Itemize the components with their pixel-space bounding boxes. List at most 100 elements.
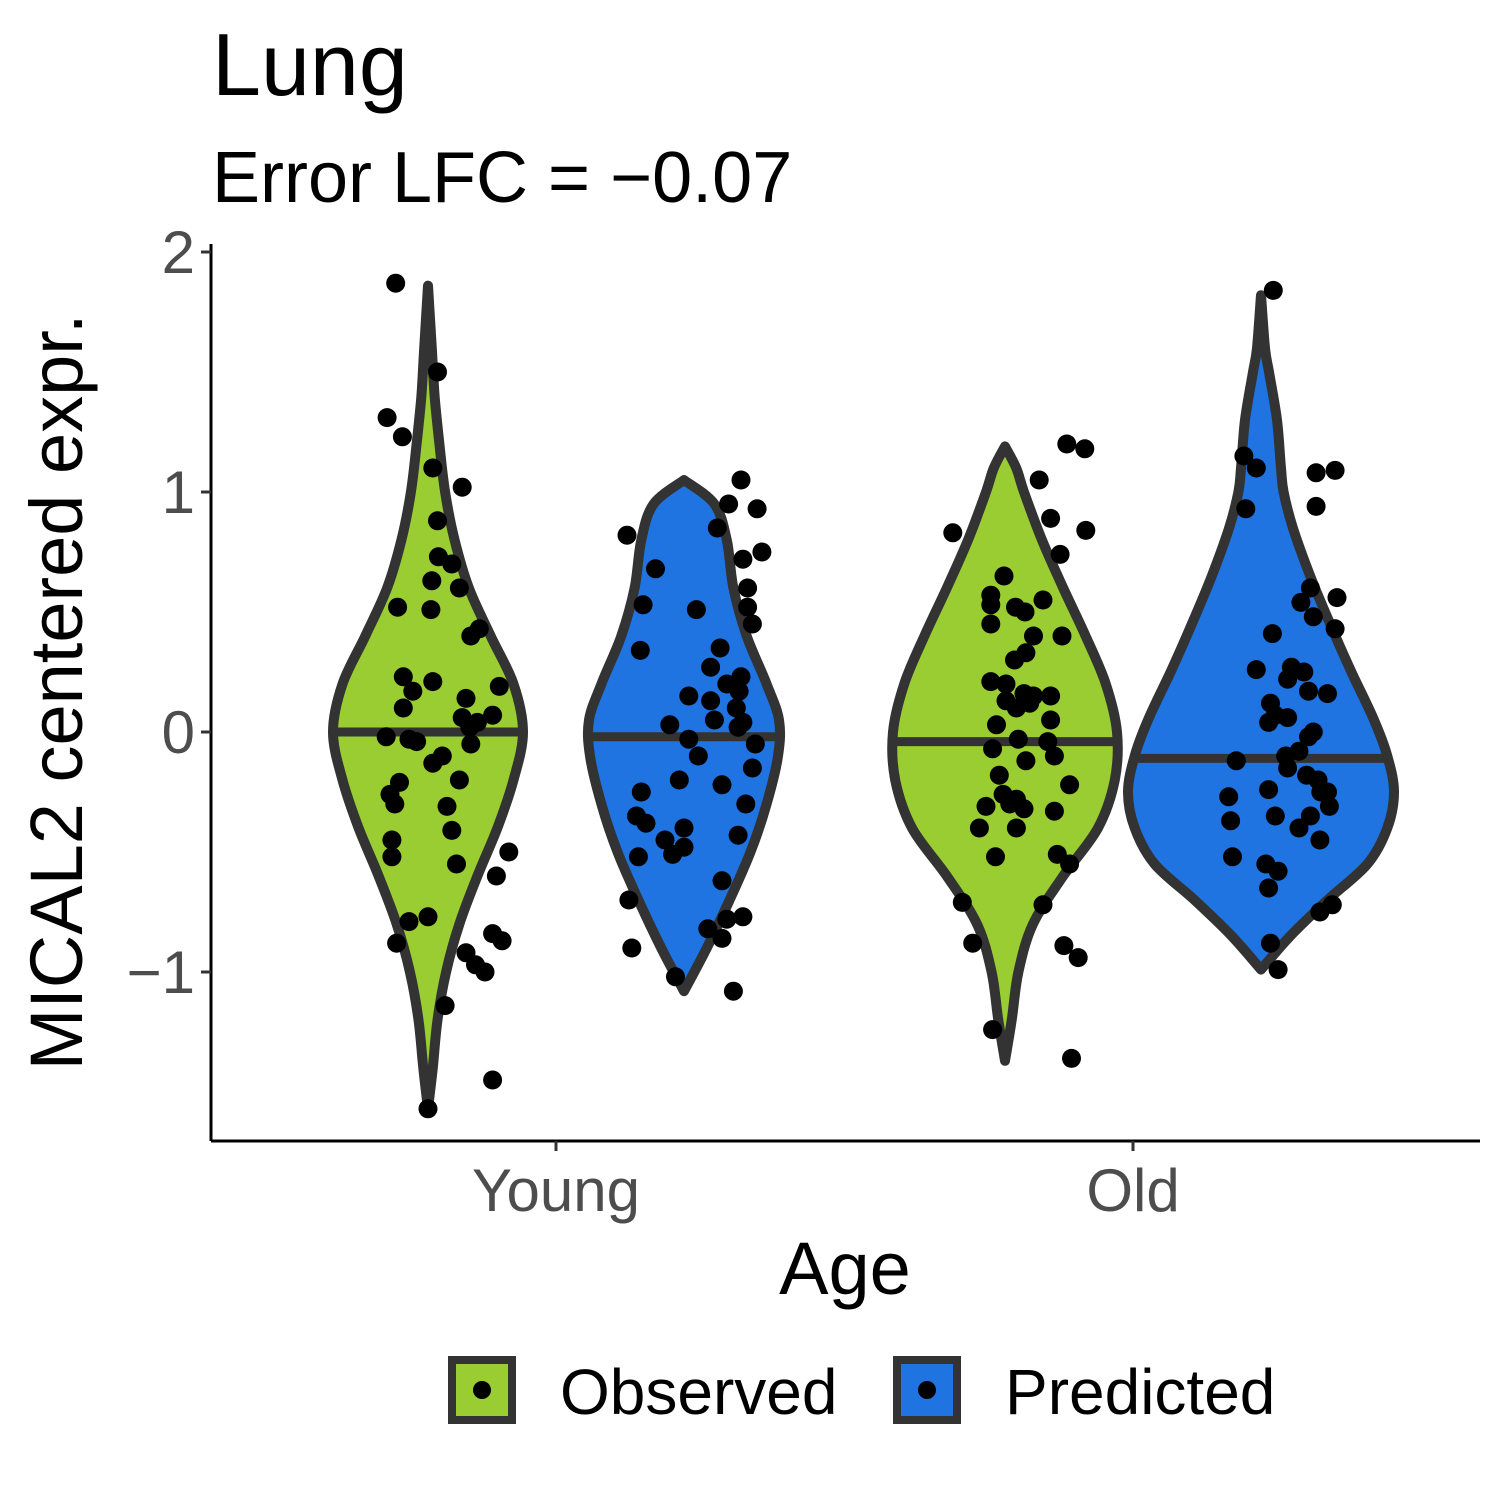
legend-key-point	[473, 1381, 491, 1399]
data-point	[989, 765, 1009, 785]
legend-label-predicted: Predicted	[1005, 1356, 1275, 1428]
data-point	[1306, 496, 1326, 516]
data-point	[963, 933, 983, 953]
data-point	[1075, 439, 1095, 459]
data-point	[407, 732, 427, 752]
data-point	[1044, 801, 1064, 821]
data-point	[1062, 1048, 1081, 1068]
data-point	[1008, 729, 1028, 749]
data-point	[619, 890, 639, 910]
data-point	[1278, 669, 1298, 689]
data-point	[1038, 732, 1058, 752]
data-point	[1041, 710, 1061, 730]
data-point	[710, 638, 730, 658]
data-point	[712, 928, 732, 948]
data-point	[688, 746, 708, 766]
data-point	[399, 912, 419, 932]
violin-observed-young	[328, 280, 528, 1114]
data-point	[952, 892, 972, 912]
data-point	[701, 691, 721, 711]
data-point	[1325, 619, 1345, 639]
chart-subtitle: Error LFC = −0.07	[212, 138, 792, 218]
data-point	[1268, 861, 1288, 881]
data-point	[628, 847, 648, 867]
data-point	[392, 427, 412, 447]
data-point	[1325, 460, 1345, 480]
y-tick-label: −1	[127, 939, 195, 1006]
data-point	[1029, 470, 1049, 490]
data-point	[719, 494, 739, 514]
data-point	[1259, 878, 1279, 898]
violin-observed-old	[887, 441, 1123, 1066]
data-point	[1278, 758, 1298, 778]
data-point	[492, 931, 512, 951]
data-point	[712, 871, 732, 891]
data-point	[1289, 818, 1309, 838]
data-point	[449, 578, 469, 598]
data-point	[704, 710, 724, 730]
data-point	[986, 847, 1005, 867]
data-point	[483, 705, 503, 725]
data-point	[393, 667, 413, 687]
data-point	[663, 844, 683, 864]
data-point	[1054, 936, 1074, 956]
y-tick-label: 2	[162, 219, 195, 286]
data-point	[646, 559, 665, 579]
data-point	[1060, 854, 1080, 874]
data-point	[707, 518, 727, 538]
legend-key-point	[918, 1381, 936, 1399]
data-point	[630, 640, 650, 660]
data-point	[423, 458, 443, 478]
data-point	[1300, 806, 1320, 826]
data-point	[731, 470, 751, 490]
data-point	[1234, 446, 1254, 466]
data-point	[1015, 602, 1035, 622]
data-point	[1014, 799, 1034, 819]
data-point	[422, 571, 442, 591]
data-point	[418, 907, 438, 927]
data-point	[1318, 684, 1337, 704]
data-point	[987, 715, 1006, 735]
data-point	[1327, 588, 1347, 608]
data-point	[376, 727, 396, 747]
data-point	[1268, 960, 1288, 980]
data-point	[1291, 592, 1311, 612]
data-point	[1076, 520, 1096, 540]
y-tick-label: 1	[162, 459, 195, 526]
data-point	[1278, 708, 1298, 728]
data-point	[387, 933, 407, 953]
data-point	[1050, 544, 1070, 564]
data-point	[1262, 624, 1282, 644]
points-layer	[376, 273, 1347, 1119]
data-point	[1006, 698, 1026, 718]
data-point	[418, 1099, 438, 1119]
data-point	[377, 408, 397, 428]
data-point	[1246, 660, 1266, 680]
data-point	[747, 499, 767, 519]
data-point	[1041, 508, 1061, 528]
data-point	[969, 818, 989, 838]
data-point	[1016, 751, 1036, 771]
data-point	[1226, 751, 1246, 771]
data-point	[631, 782, 651, 802]
data-point	[733, 549, 753, 569]
data-point	[726, 698, 746, 718]
data-point	[733, 907, 753, 927]
data-point	[1006, 818, 1026, 838]
data-point	[1223, 847, 1242, 867]
data-point	[674, 818, 694, 838]
data-point	[486, 866, 506, 886]
data-point	[943, 523, 963, 543]
data-point	[996, 674, 1016, 694]
data-point	[752, 542, 772, 562]
data-point	[729, 681, 749, 701]
data-point	[1221, 811, 1241, 831]
data-point	[461, 734, 481, 754]
data-point	[386, 273, 406, 293]
data-point	[1318, 782, 1337, 802]
data-point	[489, 676, 509, 696]
data-point	[1052, 626, 1072, 646]
data-point	[994, 566, 1014, 586]
chart-title: Lung	[212, 15, 408, 114]
